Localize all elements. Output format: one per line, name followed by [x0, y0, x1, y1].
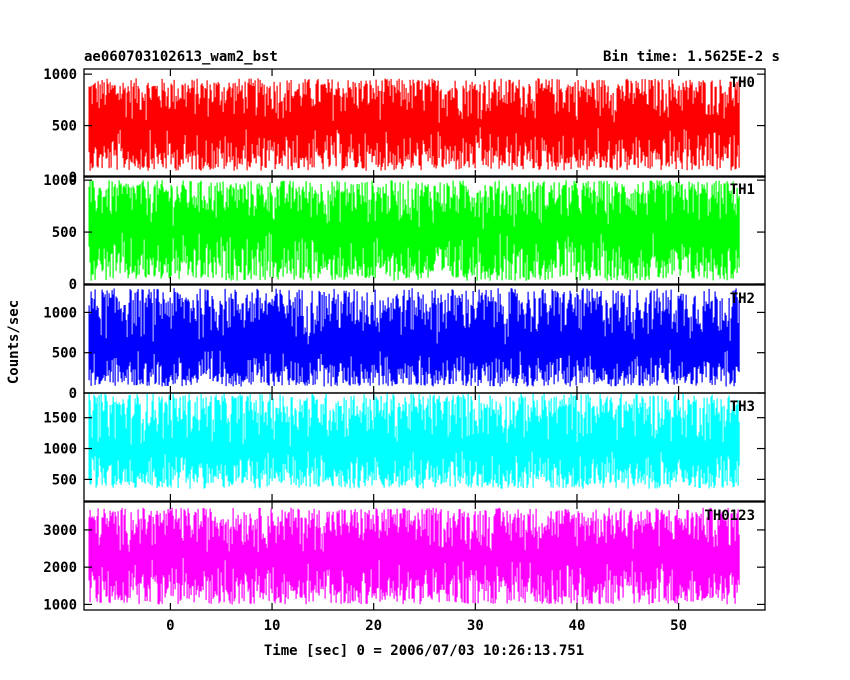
panel-frame [83, 501, 766, 611]
y-tick-label: 1000 [43, 173, 77, 189]
series-th2-trace [88, 288, 740, 387]
y-tick-label: 500 [52, 346, 77, 362]
series-name-label: TH3 [730, 399, 755, 415]
y-tick-label: 0 [69, 277, 77, 293]
panel-th1: 0 500 1000 TH1 [43, 173, 766, 293]
series-th0123-trace [88, 507, 740, 605]
series-name-label: TH0123 [704, 508, 755, 524]
panel-th2: 0 500 1000 TH2 [43, 284, 766, 402]
x-tick-label: 40 [569, 618, 586, 634]
series-th0-trace [88, 78, 740, 171]
series-name-label: TH0 [730, 75, 755, 91]
x-axis-label: Time [sec] 0 = 2006/07/03 10:26:13.751 [264, 643, 584, 659]
y-tick-label: 500 [52, 225, 77, 241]
series-th1-trace [88, 180, 740, 281]
y-tick-label: 1500 [43, 411, 77, 427]
panel-th0123: 1000 2000 3000 TH0123 [43, 501, 766, 613]
panel-frame [83, 175, 766, 285]
panel-frame [83, 392, 766, 502]
y-tick-label: 500 [52, 119, 77, 135]
y-tick-label: 1000 [43, 442, 77, 458]
y-tick-label: 3000 [43, 523, 77, 539]
bin-time-label: Bin time: 1.5625E-2 s [603, 49, 780, 65]
series-name-label: TH2 [730, 291, 755, 307]
y-tick-label: 500 [52, 472, 77, 488]
y-tick-label: 2000 [43, 560, 77, 576]
y-axis-label: Counts/sec [6, 300, 22, 384]
panel-frame [83, 68, 766, 178]
y-tick-label: 1000 [43, 597, 77, 613]
y-tick-label: 1000 [43, 305, 77, 321]
series-th3-trace [88, 393, 740, 489]
x-tick-label: 10 [264, 618, 281, 634]
x-tick-label: 0 [166, 618, 174, 634]
y-tick-label: 0 [69, 386, 77, 402]
figure-title: ae060703102613_wam2_bst [84, 49, 278, 65]
y-tick-label: 0 [69, 170, 77, 186]
x-tick-label: 20 [365, 618, 382, 634]
panel-th3: 500 1000 1500 TH3 [43, 392, 766, 502]
x-tick-label: 30 [467, 618, 484, 634]
panel-th0: 0 500 1000 TH0 [43, 67, 766, 186]
y-tick-label: 1000 [43, 67, 77, 83]
x-tick-label: 50 [670, 618, 687, 634]
series-name-label: TH1 [730, 182, 755, 198]
